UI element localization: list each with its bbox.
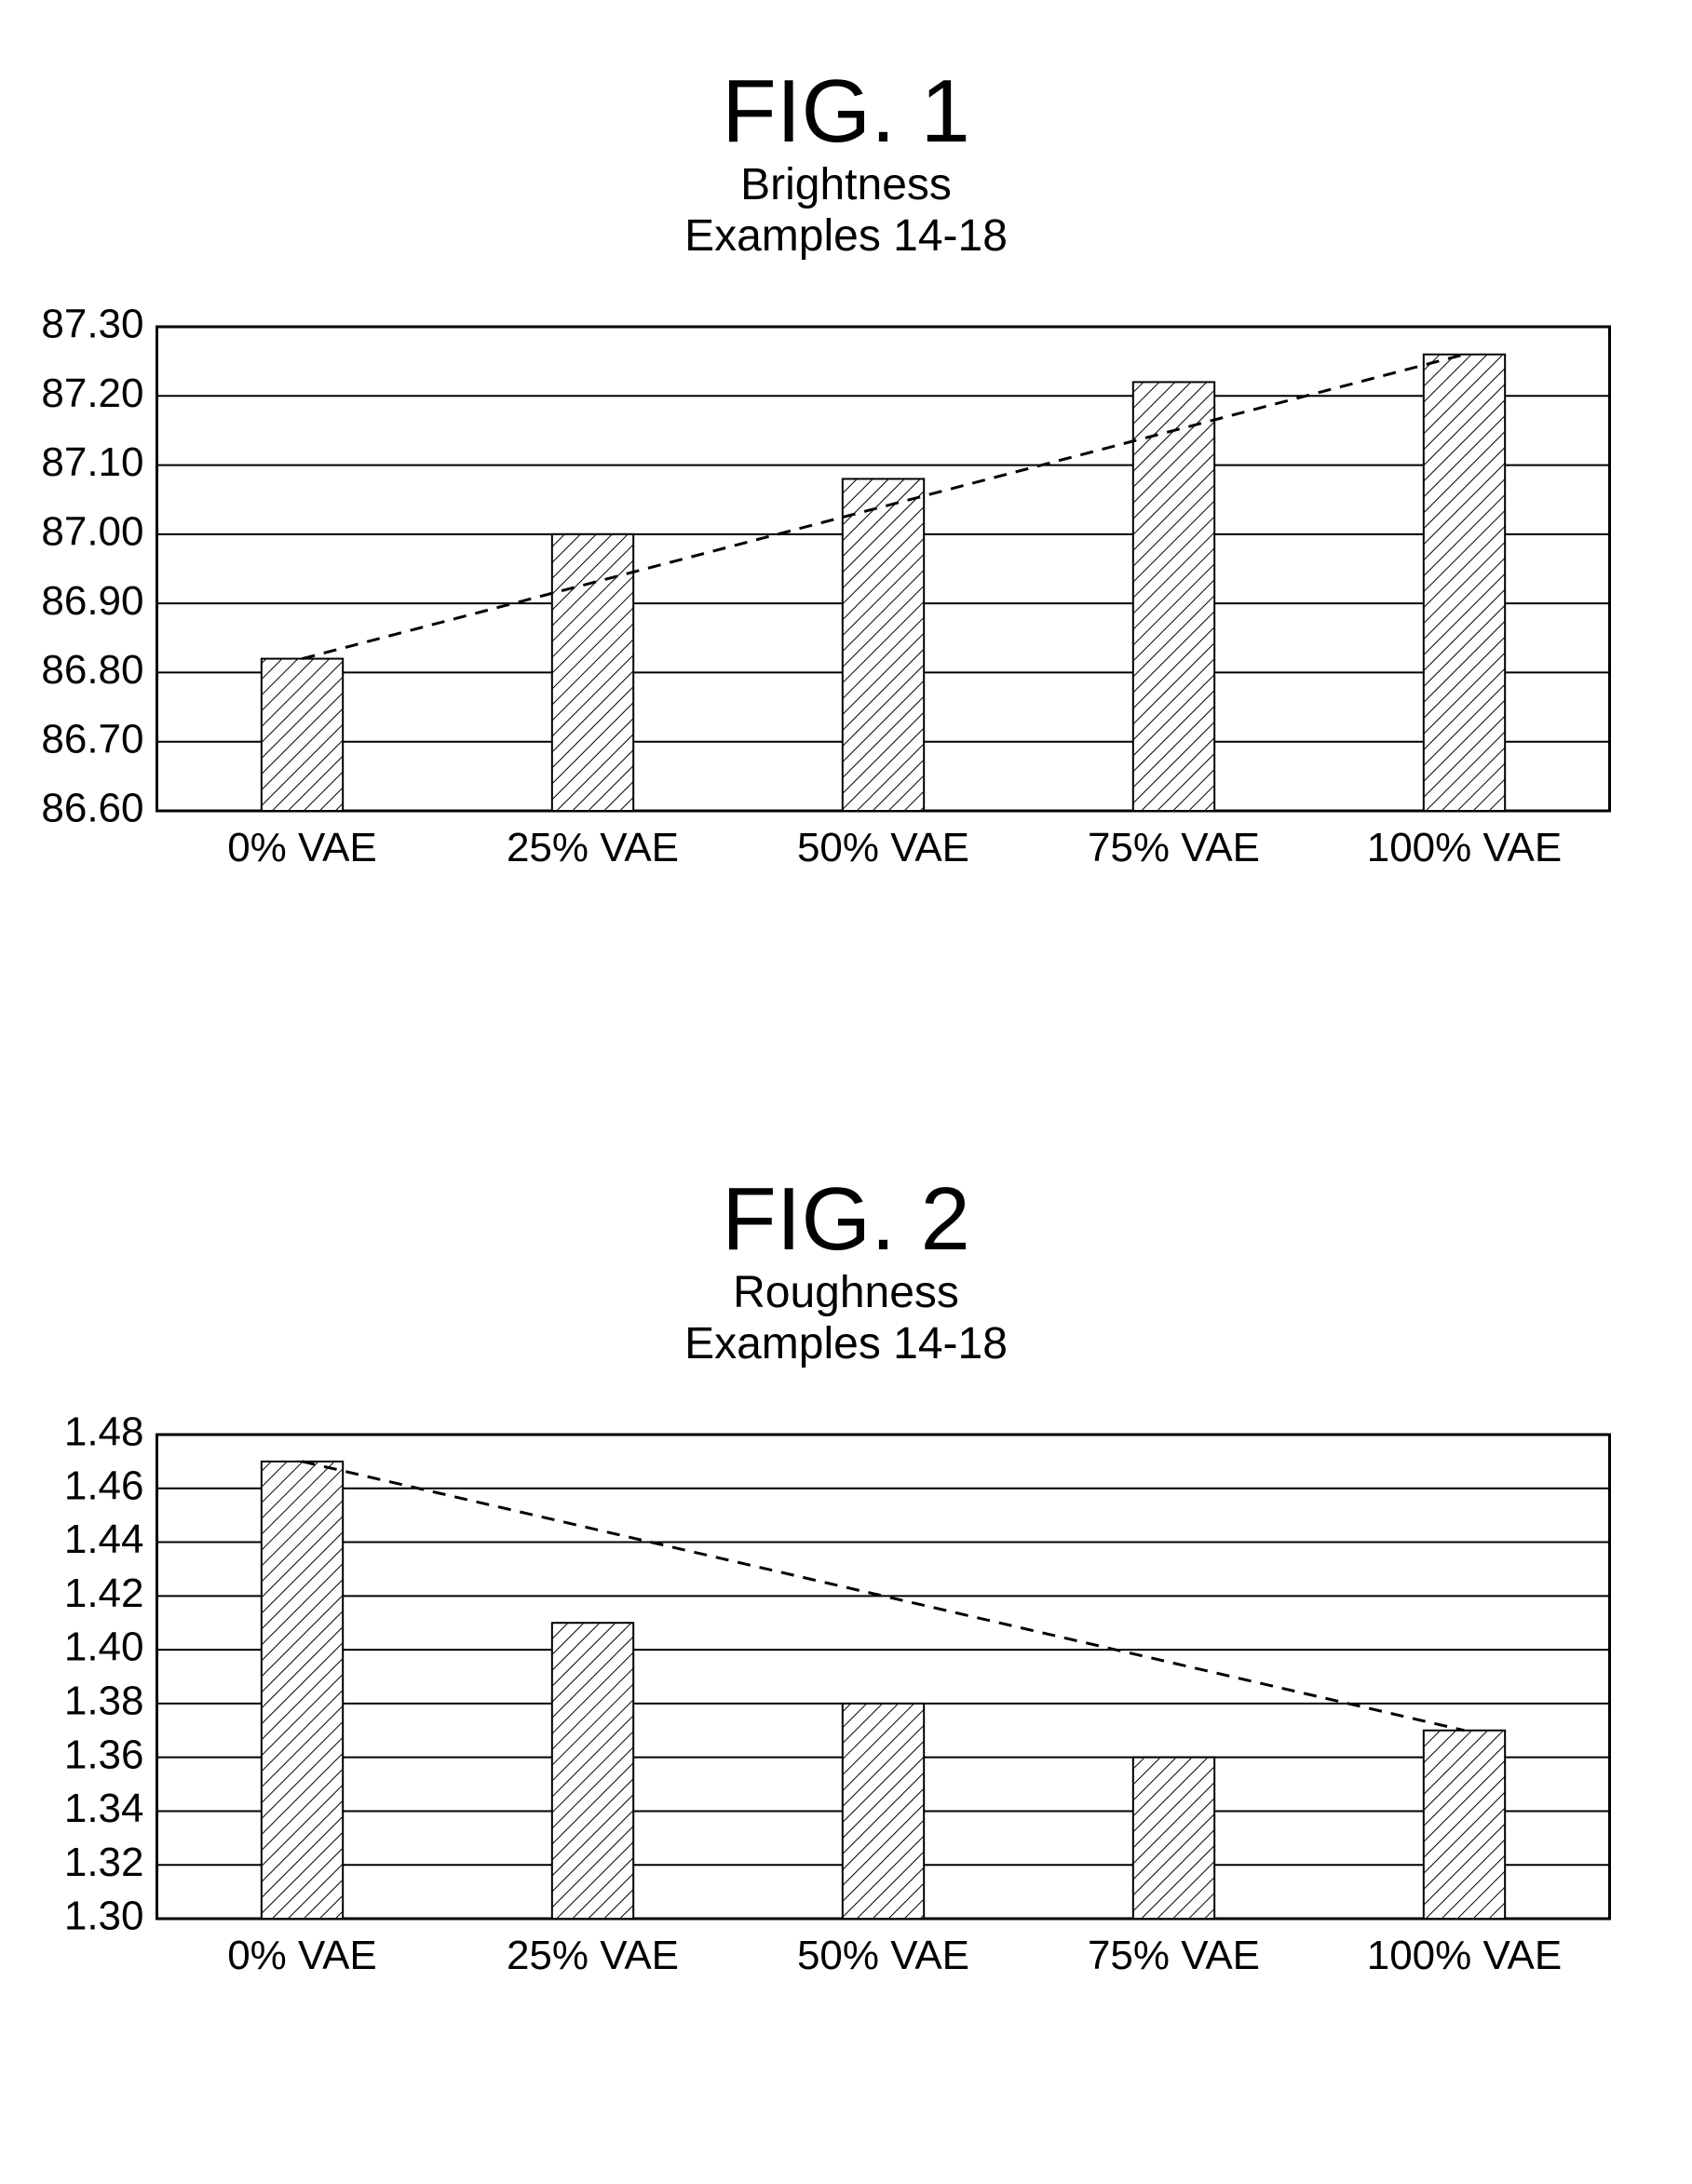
figure-2: FIG. 2 Roughness Examples 14-18 1.30 1.32…: [0, 1173, 1692, 2012]
svg-text:86.90: 86.90: [41, 578, 143, 624]
svg-text:50% VAE: 50% VAE: [797, 825, 969, 870]
svg-text:1.40: 1.40: [64, 1625, 144, 1670]
svg-text:1.46: 1.46: [64, 1463, 144, 1509]
svg-text:100% VAE: 100% VAE: [1367, 1933, 1563, 1978]
svg-text:25% VAE: 25% VAE: [507, 825, 679, 870]
svg-text:1.38: 1.38: [64, 1678, 144, 1724]
figure-1-chart: 86.60 86.70 86.80 86.90 87.00 87.10 87.20 87.30…: [0, 308, 1692, 904]
svg-text:75% VAE: 75% VAE: [1088, 1933, 1260, 1978]
svg-text:1.32: 1.32: [64, 1840, 144, 1885]
figure-1-subtitle-1: Brightness: [0, 159, 1692, 210]
svg-text:0% VAE: 0% VAE: [227, 1933, 377, 1978]
svg-text:87.00: 87.00: [41, 509, 143, 555]
svg-text:0% VAE: 0% VAE: [227, 825, 377, 870]
svg-text:1.36: 1.36: [64, 1732, 144, 1777]
figure-2-subtitle-2: Examples 14-18: [0, 1318, 1692, 1369]
svg-text:87.10: 87.10: [41, 439, 143, 485]
svg-text:25% VAE: 25% VAE: [507, 1933, 679, 1978]
figure-1: FIG. 1 Brightness Examples 14-18 86.6086…: [0, 65, 1692, 904]
svg-text:1.48: 1.48: [64, 1416, 144, 1455]
svg-text:87.30: 87.30: [41, 308, 143, 347]
svg-text:86.80: 86.80: [41, 647, 143, 693]
svg-text:75% VAE: 75% VAE: [1088, 825, 1260, 870]
page: FIG. 1 Brightness Examples 14-18 86.6086…: [0, 0, 1692, 2184]
svg-text:50% VAE: 50% VAE: [797, 1933, 969, 1978]
figure-1-label: FIG. 1: [0, 65, 1692, 159]
figure-2-chart: 1.30 1.32 1.34 1.36 1.38 1.40 1.42 1.44 1.46 1.48…: [0, 1416, 1692, 2012]
svg-text:87.20: 87.20: [41, 371, 143, 416]
svg-text:1.44: 1.44: [64, 1517, 144, 1562]
figure-1-subtitle-2: Examples 14-18: [0, 210, 1692, 262]
figure-2-label: FIG. 2: [0, 1173, 1692, 1267]
svg-text:100% VAE: 100% VAE: [1367, 825, 1563, 870]
svg-text:1.30: 1.30: [64, 1894, 144, 1939]
svg-text:86.70: 86.70: [41, 717, 143, 762]
svg-text:86.60: 86.60: [41, 786, 143, 831]
figure-2-subtitle-1: Roughness: [0, 1267, 1692, 1318]
svg-text:1.34: 1.34: [64, 1786, 144, 1831]
svg-text:1.42: 1.42: [64, 1571, 144, 1616]
